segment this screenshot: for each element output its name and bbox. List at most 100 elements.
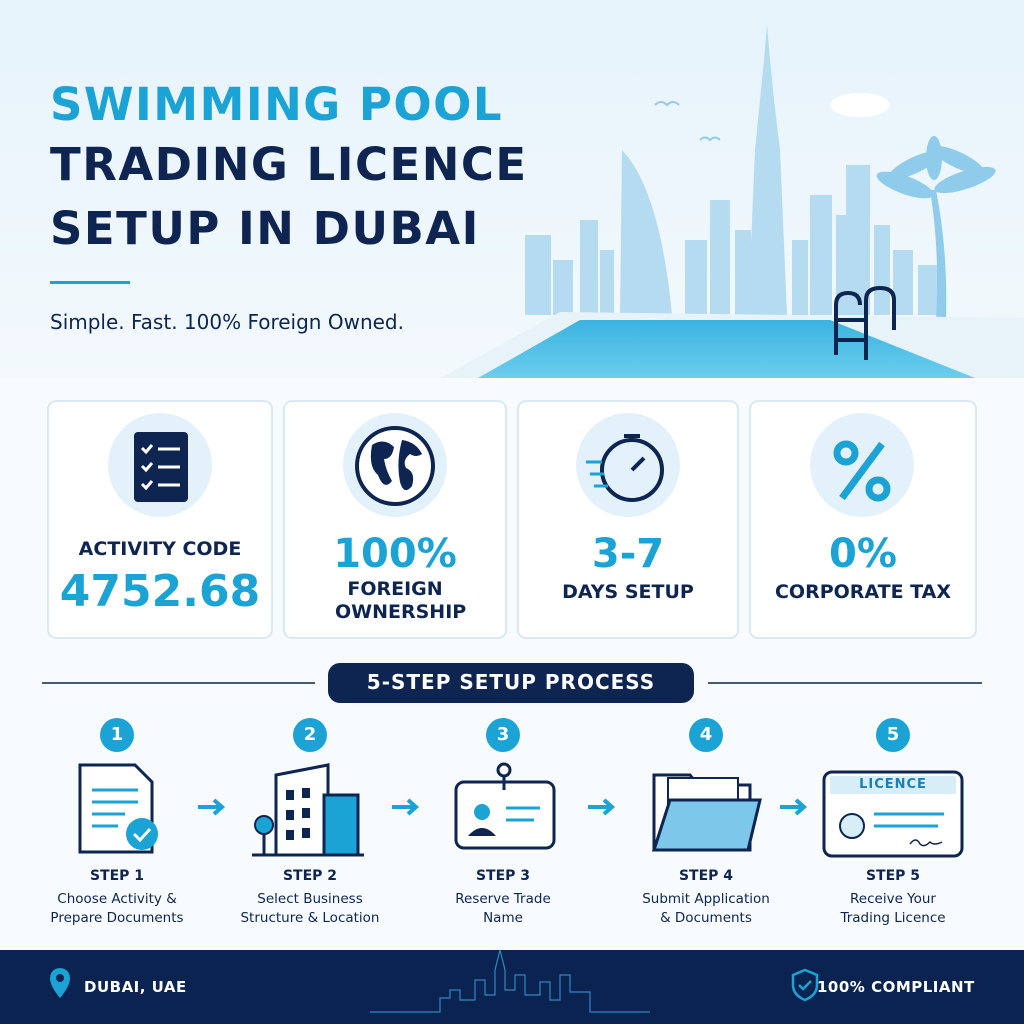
- step-arrows-part: [780, 798, 808, 816]
- skyline-part: [654, 101, 680, 107]
- building-icon-part-part: [302, 808, 310, 818]
- highlight-label: FOREIGN OWNERSHIP: [335, 578, 467, 623]
- skyline-part: [710, 200, 730, 315]
- highlight-cards-part: [517, 400, 739, 639]
- percent-icon-part: [833, 440, 859, 466]
- skyline-part: [620, 150, 672, 315]
- tagline: Simple. Fast. 100% Foreign Owned.: [50, 310, 404, 334]
- step-circles-part: [100, 718, 134, 752]
- highlight-cards: [47, 400, 977, 639]
- building-icon: [252, 763, 364, 857]
- step-arrows-part: [198, 798, 226, 816]
- skyline-part: [893, 250, 913, 315]
- building-icon-part-part: [286, 830, 294, 840]
- step-circles-part: [293, 718, 327, 752]
- highlight-label: ACTIVITY CODE: [78, 538, 242, 560]
- id-card-icon-part: [454, 780, 556, 850]
- highlight-value: 0%: [829, 531, 897, 577]
- skyline-part: [735, 230, 751, 315]
- licence-icon-part: [874, 812, 944, 828]
- icon-circles-part: [810, 413, 914, 517]
- pin-icon: [50, 968, 70, 998]
- skyline-part-part: [932, 146, 984, 174]
- process-title: 5-STEP SETUP PROCESS: [366, 670, 656, 694]
- step-circles-part: [689, 718, 723, 752]
- building-icon-part: [252, 834, 364, 857]
- checklist-icon-part: [140, 444, 180, 491]
- step-number: 2: [303, 724, 317, 745]
- step-label: STEP 1: [89, 868, 145, 884]
- section-pill: [328, 663, 694, 703]
- footer-compliance: 100% COMPLIANT: [817, 978, 975, 996]
- step-number: 5: [886, 724, 900, 745]
- building-icon-part: [286, 788, 310, 840]
- building-icon-part: [254, 815, 274, 835]
- licence-icon-part: [839, 813, 865, 839]
- stopwatch-icon-part: [586, 460, 608, 488]
- title-line: SWIMMING POOL: [50, 78, 504, 131]
- skyline-part: [846, 165, 870, 315]
- step-number: 3: [496, 724, 510, 745]
- footer-skyline: [370, 949, 650, 1013]
- skyline-part: [918, 265, 938, 315]
- step-description: Choose Activity &: [57, 891, 177, 907]
- step-description: Structure & Location: [240, 910, 380, 926]
- globe-icon: [355, 426, 435, 506]
- step-description: Reserve Trade: [455, 891, 551, 907]
- step-label: STEP 3: [475, 868, 531, 884]
- licence-icon-part: [830, 776, 956, 794]
- skyline-part: [930, 190, 947, 320]
- step-circles-part: [876, 718, 910, 752]
- percent-icon-part: [839, 441, 885, 501]
- building-icon-part-part: [286, 790, 294, 800]
- step-description: & Documents: [660, 910, 752, 926]
- highlight-value: 4752.68: [59, 566, 261, 617]
- highlight-cards-part: [749, 400, 977, 639]
- step-description: Select Business: [257, 891, 363, 907]
- percent-icon: [833, 440, 891, 502]
- globe-icon-part: [370, 440, 422, 491]
- percent-icon-part: [865, 476, 891, 502]
- skyline-part: [580, 220, 598, 315]
- document-icon-part: [126, 818, 158, 850]
- skyline-part: [830, 93, 890, 117]
- building-icon-part-part: [302, 828, 310, 838]
- id-card-icon-part: [474, 804, 490, 820]
- skyline: [525, 25, 996, 320]
- building-icon-part: [322, 793, 360, 857]
- skyline-part: [525, 235, 551, 315]
- pool-ladder: [834, 285, 896, 360]
- highlight-cards-part: [47, 400, 273, 639]
- footer-location: DUBAI, UAE: [84, 978, 187, 996]
- step-description: Receive Your: [850, 891, 936, 907]
- step-circles: [100, 718, 910, 752]
- skyline-part: [699, 136, 721, 142]
- step-number: 1: [110, 724, 124, 745]
- shield-icon: [791, 968, 819, 1002]
- step-description: Trading Licence: [840, 910, 946, 926]
- building-icon-part-part: [302, 788, 310, 798]
- checklist-icon: [134, 432, 188, 502]
- step-description: Prepare Documents: [50, 910, 184, 926]
- step-circles-part: [486, 718, 520, 752]
- id-card-icon-part: [496, 762, 512, 778]
- step-arrows: [198, 798, 808, 816]
- document-icon-part: [92, 788, 138, 828]
- pool-water: [478, 320, 975, 378]
- document-icon-part: [132, 827, 152, 843]
- step-description: Submit Application: [642, 891, 770, 907]
- highlight-label: CORPORATE TAX: [774, 581, 952, 603]
- title-underline: [50, 281, 130, 284]
- skyline-part: [874, 225, 890, 315]
- licence-badge: LICENCE: [859, 777, 927, 792]
- checklist-icon-part-part: [140, 444, 154, 491]
- skyline-part-part: [926, 136, 942, 180]
- folder-icon-part: [651, 798, 762, 852]
- skyline-part: [810, 195, 832, 315]
- skyline-part-part: [876, 171, 934, 199]
- pin-dot: [56, 974, 64, 982]
- skyline-part: [685, 240, 707, 315]
- step-number: 4: [699, 724, 713, 745]
